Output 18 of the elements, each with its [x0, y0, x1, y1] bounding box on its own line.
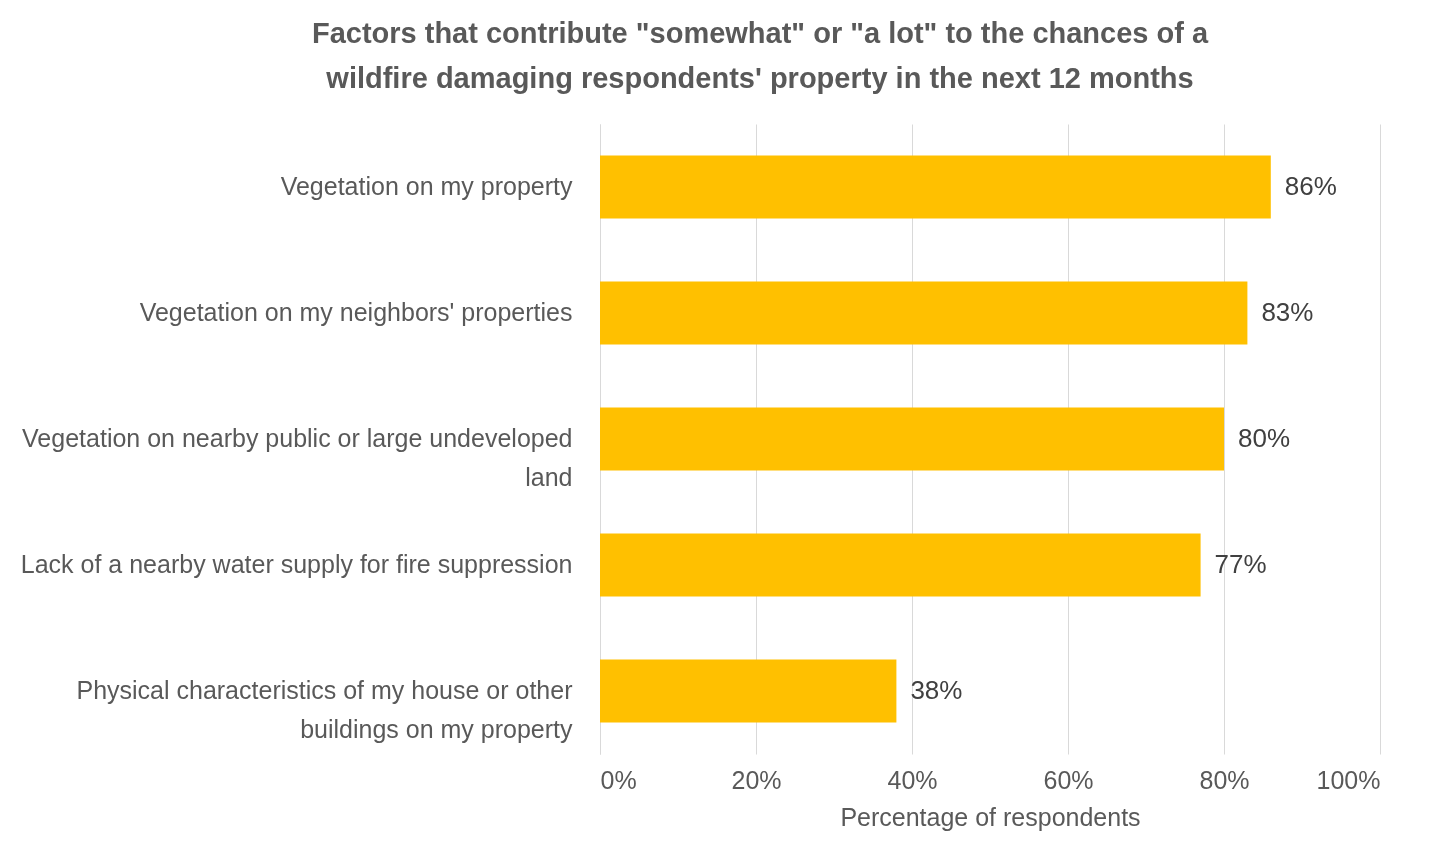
- y-tick-label: Vegetation on my property: [280, 172, 573, 200]
- x-axis-title: Percentage of respondents: [840, 802, 1141, 831]
- y-tick-label: Lack of a nearby water supply for fire suppression: [20, 550, 573, 578]
- data-label: 86%: [1284, 171, 1337, 201]
- y-tick-label: Vegetation on my neighbors' properties: [139, 298, 573, 326]
- x-tick-label: 40%: [887, 765, 938, 794]
- data-label: 83%: [1261, 297, 1314, 327]
- x-tick-label: 100%: [1316, 765, 1381, 794]
- y-tick-label: Vegetation on nearby public or large undeveloped land: [22, 424, 573, 491]
- data-label: 38%: [910, 675, 963, 705]
- data-label: 80%: [1238, 423, 1291, 453]
- data-label: 77%: [1214, 549, 1267, 579]
- x-tick-label: 80%: [1199, 765, 1250, 794]
- x-tick-label: 0%: [600, 765, 637, 794]
- chart-title: Factors that contribute "somewhat" or "a lot" to the chances of a wildfire damaging respondents' property in the next 12 months: [311, 17, 1209, 94]
- y-tick-label: Physical characteristics of my house or other buildings on my property: [76, 676, 573, 743]
- x-tick-label: 60%: [1043, 765, 1094, 794]
- x-tick-label: 20%: [731, 765, 782, 794]
